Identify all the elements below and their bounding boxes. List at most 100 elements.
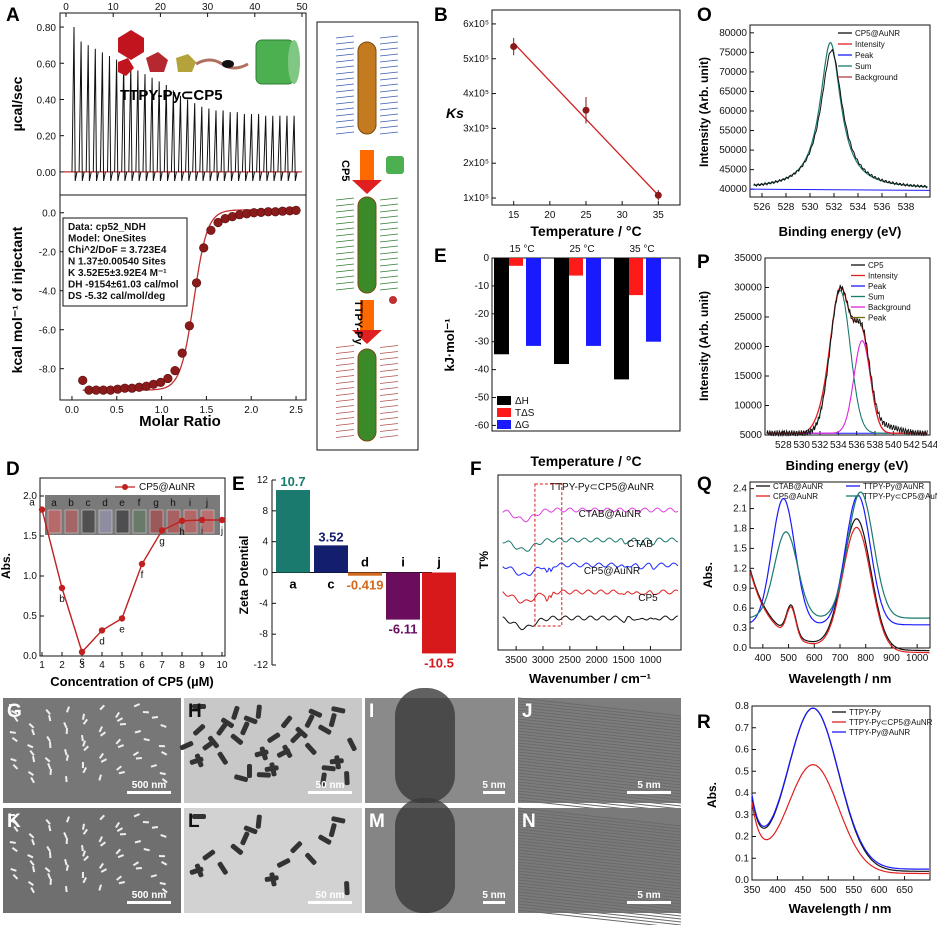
c-bar <box>494 258 509 355</box>
ligand-spike <box>335 369 355 372</box>
d-ylabel: Abs. <box>0 553 13 579</box>
r-legend-label: TTPY-Py <box>849 708 881 717</box>
o-ytick-label: 50000 <box>719 145 747 156</box>
nanorod-particle <box>98 726 103 733</box>
f-ylabel: T% <box>477 551 491 569</box>
e-bar <box>422 572 456 654</box>
e-category-label: a <box>289 577 297 592</box>
a-xtick-label: 0.5 <box>110 405 124 416</box>
nanorod-particle <box>344 771 350 786</box>
f-spectrum <box>502 537 679 552</box>
a-data-point <box>213 217 223 228</box>
d-point-label: f <box>141 570 144 581</box>
nanorod-particle <box>295 726 308 739</box>
d-xtick-label: 5 <box>119 660 125 671</box>
ligand-spike <box>379 387 399 390</box>
ligand-spike <box>335 119 355 123</box>
nanorod-particle <box>305 742 317 755</box>
nanorod-particle <box>151 826 158 829</box>
nanorod-particle <box>321 765 336 772</box>
p-xlabel: Binding energy (eV) <box>786 458 909 473</box>
f-series-label: CTAB@AuNR <box>579 509 642 520</box>
a-top-ytick-label: 0.80 <box>37 23 57 34</box>
nanorod-particle <box>64 749 68 756</box>
ligand-spike <box>379 257 399 261</box>
nanorod-particle <box>269 762 277 777</box>
d-data-point <box>118 615 126 622</box>
nanorod-particle <box>65 864 70 871</box>
lattice-fringe <box>517 763 682 783</box>
lattice-fringe <box>517 840 682 860</box>
c-ytick-label: -60 <box>475 420 490 431</box>
nanorod-particle <box>135 757 143 760</box>
lattice-fringe <box>517 879 682 899</box>
p-xtick-label: 536 <box>848 440 865 451</box>
o-background <box>749 188 931 191</box>
r-ytick-label: 0.0 <box>735 875 749 886</box>
ligand-spike <box>335 35 355 39</box>
b-xtick-label: 25 <box>580 210 592 221</box>
nanorod-particle <box>159 882 166 886</box>
c-legend-label: ΔG <box>515 420 530 431</box>
a-data-point <box>206 225 216 235</box>
nanorod-particle <box>230 733 244 745</box>
nanorod-particle <box>328 823 337 838</box>
a-fit-line: K 3.52E5±3.92E4 M⁻¹ <box>68 268 167 279</box>
nanorod-closeup <box>395 688 455 803</box>
nanorod-particle <box>116 875 122 881</box>
a-data-point <box>177 348 187 358</box>
nanorod-particle <box>240 831 250 846</box>
lattice-fringe <box>517 760 682 780</box>
d-point-label: b <box>59 594 65 605</box>
nanorod-particle <box>98 862 104 869</box>
q-xlabel: Wavelength / nm <box>789 671 892 686</box>
scheme-arrow-1-head <box>352 180 382 194</box>
vial-label: i <box>189 498 191 509</box>
nanorod-particle <box>13 826 19 833</box>
c-ylabel: kJ·mol⁻¹ <box>442 318 457 371</box>
e-category-label: i <box>401 555 405 570</box>
ligand-spike <box>335 101 355 105</box>
nanorod-particle <box>304 714 315 728</box>
ligand-spike <box>379 263 399 267</box>
ligand-spike <box>379 287 399 291</box>
nanorod-particle <box>9 841 16 844</box>
f-xtick-label: 3000 <box>532 655 555 666</box>
ligand-spike <box>379 221 399 225</box>
nanorod-particle <box>318 834 332 845</box>
nanorod-particle <box>81 735 84 742</box>
p-xtick-label: 532 <box>812 440 829 451</box>
vial-label: a <box>51 498 57 509</box>
a-data-point <box>191 278 202 288</box>
nanorod-particle <box>44 867 51 873</box>
lattice-fringe <box>517 855 682 875</box>
q-spectrum <box>750 494 930 626</box>
scale-bar-label: 5 nm <box>637 890 660 901</box>
e-ytick-label: 4 <box>262 537 268 548</box>
b-data-point <box>582 106 590 114</box>
vial-label: j <box>205 498 208 509</box>
c-bar <box>554 258 569 365</box>
panel-letter-e: E <box>232 474 245 495</box>
scale-bar-label: 500 nm <box>132 890 167 901</box>
lattice-fringe <box>517 751 682 771</box>
b-xtick-label: 35 <box>653 210 665 221</box>
vial-label: b <box>68 498 74 509</box>
o-data-curve <box>753 48 928 189</box>
nanorod-particle <box>142 820 149 824</box>
ligand-spike <box>379 393 399 396</box>
c-bar <box>614 258 629 380</box>
nanorod-particle <box>259 746 268 761</box>
o-ytick-label: 80000 <box>719 28 747 39</box>
d-ytick-label: 0.5 <box>23 611 37 622</box>
d-xtick-label: 4 <box>99 660 105 671</box>
scheme-arrow-2-head <box>352 330 382 344</box>
nanorod-particle <box>231 705 240 720</box>
r-ytick-label: 0.2 <box>735 832 749 843</box>
panel-r: 350 400 450 500 550 600 650 0.0 0.1 0.2 0.3 0.4 0.5 0… <box>705 701 933 916</box>
b-xtick-label: 15 <box>508 210 520 221</box>
ligand-spike <box>335 351 355 354</box>
nanorod-particle <box>32 756 36 763</box>
b-data-point <box>510 43 518 51</box>
lattice-fringe <box>517 819 682 839</box>
